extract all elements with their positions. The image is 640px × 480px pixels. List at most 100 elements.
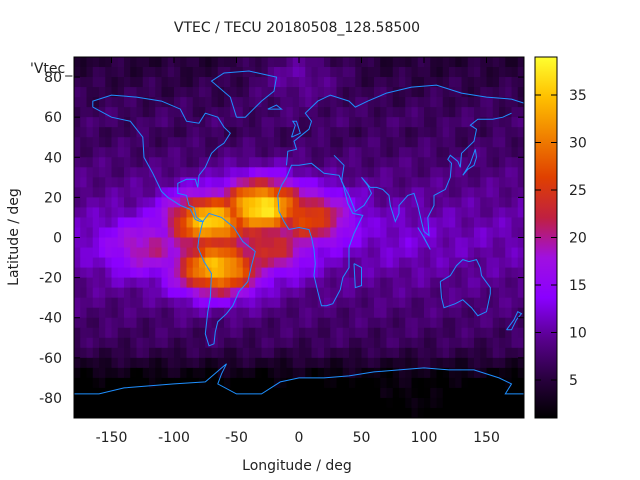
heat-cell [274, 237, 281, 249]
heat-cell [130, 77, 138, 88]
heat-cell [142, 227, 150, 239]
heat-cell [311, 357, 319, 369]
heat-cell [161, 287, 169, 299]
heat-cell [149, 57, 156, 68]
heat-cell [249, 107, 256, 118]
heat-cell [499, 287, 506, 299]
heat-cell [236, 197, 244, 209]
heat-cell [192, 157, 200, 168]
heat-cell [517, 77, 524, 88]
heat-cell [199, 407, 206, 418]
heat-cell [111, 387, 119, 399]
heat-cell [355, 97, 363, 108]
heat-cell [424, 127, 431, 138]
heat-cell [324, 347, 331, 359]
heat-cell [461, 97, 469, 108]
colorbar-tick-label: 25 [569, 183, 587, 199]
heat-cell [505, 337, 513, 349]
coastline [462, 149, 478, 176]
heat-cell [305, 107, 313, 118]
heat-cell [124, 117, 131, 128]
heat-cell [236, 367, 244, 379]
heat-cell [505, 247, 513, 259]
heat-cell [349, 137, 356, 148]
heat-cell [330, 107, 338, 118]
heat-cell [230, 287, 238, 299]
coastline [439, 259, 491, 317]
heat-cell [311, 227, 319, 239]
heat-cell [117, 87, 125, 98]
heat-cell [99, 357, 106, 369]
heat-cell [80, 397, 88, 409]
heat-cell [349, 127, 356, 138]
heat-cell [192, 257, 200, 269]
heat-cell [517, 277, 524, 289]
heat-cell [430, 177, 438, 188]
heat-cell [486, 87, 494, 98]
heat-cell [511, 257, 519, 269]
heat-cell [136, 407, 144, 418]
heat-cell [405, 357, 413, 369]
heat-cell [199, 247, 206, 259]
heat-cell [455, 307, 463, 319]
heat-cell [299, 97, 306, 108]
heat-cell [392, 267, 400, 279]
heat-cell [286, 77, 294, 88]
heat-cell [92, 167, 100, 178]
heat-cell [374, 327, 381, 339]
heat-cell [117, 187, 125, 198]
heat-cell [492, 127, 500, 138]
heat-cell [286, 127, 294, 138]
heat-cell [161, 257, 169, 269]
heat-cell [255, 267, 263, 279]
heat-cell [330, 317, 338, 329]
heat-cell [517, 267, 524, 279]
heat-cell [299, 147, 306, 158]
heat-cell [361, 237, 369, 249]
heat-cell [267, 157, 275, 168]
heat-cell [342, 87, 350, 98]
heatmap-field [74, 57, 524, 418]
x-tick-label: -50 [225, 430, 248, 446]
heat-cell [386, 97, 394, 108]
heat-cell [305, 257, 313, 269]
heat-cell [74, 407, 81, 418]
heat-cell [424, 247, 431, 259]
heat-cell [317, 287, 325, 299]
heat-cell [267, 147, 275, 158]
heat-cell [124, 257, 131, 269]
heat-cell [286, 177, 294, 188]
heat-cell [492, 117, 500, 128]
heat-cell [205, 357, 213, 369]
heat-cell [99, 187, 106, 198]
heat-cell [299, 117, 306, 128]
heat-cell [186, 227, 194, 239]
heat-cell [92, 147, 100, 158]
heat-cell [199, 327, 206, 339]
heat-cell [324, 67, 331, 78]
heat-cell [405, 377, 413, 389]
heat-cell [80, 167, 88, 178]
heat-cell [249, 367, 256, 379]
heat-cell [299, 217, 306, 229]
heat-cell [236, 357, 244, 369]
heat-cell [399, 317, 406, 329]
heat-cell [105, 337, 113, 349]
heat-cell [436, 317, 444, 329]
heat-cell [117, 167, 125, 178]
heat-cell [224, 287, 231, 299]
heat-cell [467, 197, 475, 209]
heat-cell [136, 127, 144, 138]
heat-cell [261, 267, 269, 279]
heat-cell [105, 97, 113, 108]
heat-cell [380, 177, 388, 188]
heat-cell [161, 267, 169, 279]
heat-cell [117, 357, 125, 369]
heat-cell [167, 347, 175, 359]
heat-cell [330, 347, 338, 359]
heat-cell [267, 307, 275, 319]
heat-cell [242, 237, 250, 249]
heat-cell [305, 67, 313, 78]
heat-cell [86, 297, 94, 309]
heat-cell [117, 97, 125, 108]
